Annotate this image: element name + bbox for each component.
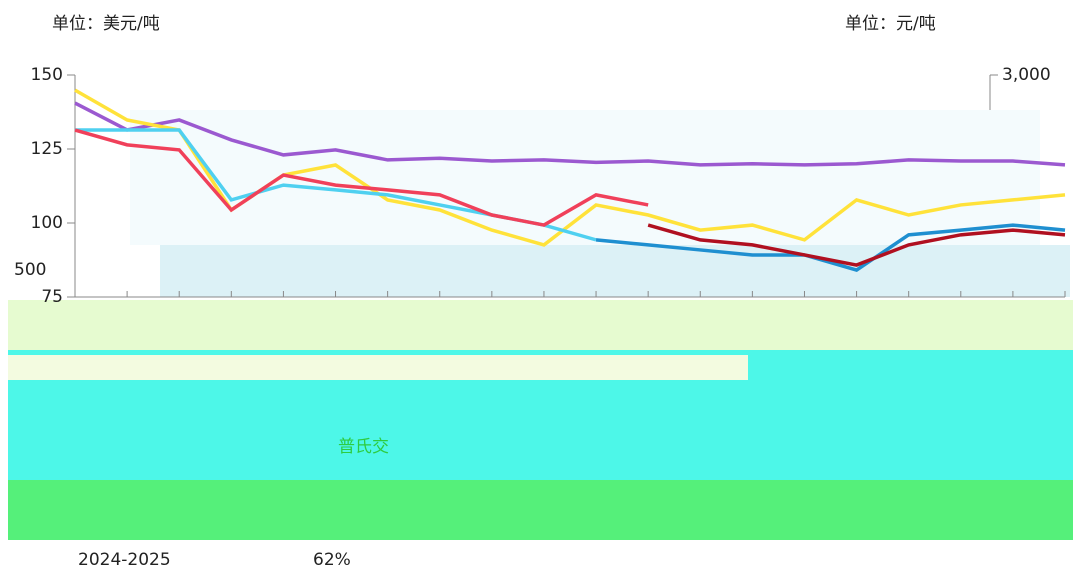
- series-line: [74, 128, 649, 227]
- glitch-band: [8, 300, 1073, 350]
- y-tick-label: 150: [31, 65, 63, 85]
- plot-bg: [130, 110, 1040, 245]
- series-line: [595, 223, 1066, 272]
- y-tick-label: 75: [41, 287, 63, 307]
- unit-right: 单位：元/吨: [845, 14, 936, 34]
- footer-share: 62%: [313, 550, 351, 570]
- annotation: 500: [14, 260, 46, 280]
- y-tick-label: 125: [31, 139, 63, 159]
- series-line: [647, 223, 1066, 267]
- unit-left: 单位：美元/吨: [52, 14, 160, 34]
- y-tick-label: 100: [31, 213, 63, 233]
- annotation: 普氏交: [338, 437, 389, 457]
- footer-period: 2024-2025: [78, 550, 171, 570]
- glitch-band: [8, 480, 1073, 540]
- glitch-band: [160, 245, 1070, 297]
- y2-tick-label: 3,000: [1002, 65, 1051, 85]
- glitch-band: [8, 355, 748, 380]
- series-line: [74, 101, 1066, 167]
